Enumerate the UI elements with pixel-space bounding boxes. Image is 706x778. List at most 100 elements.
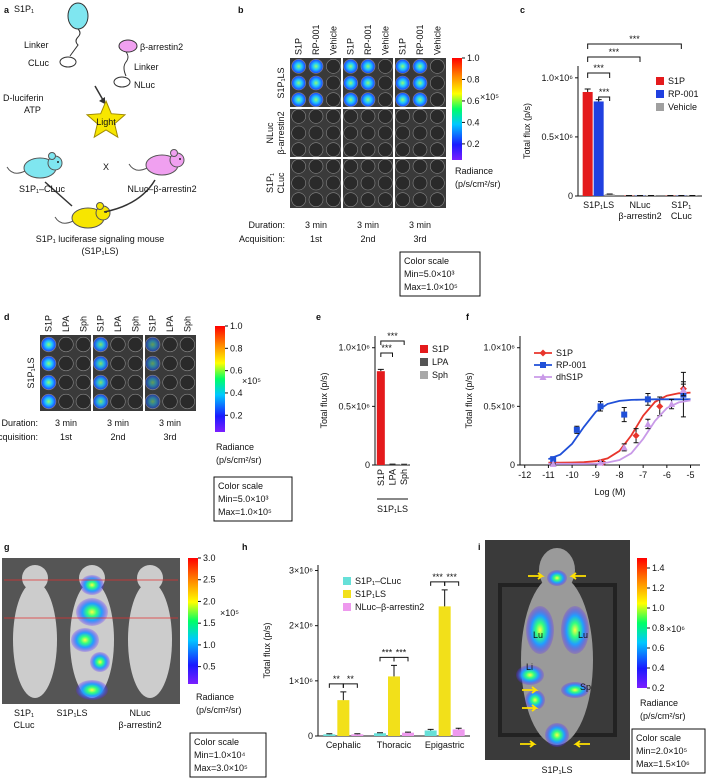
well	[360, 142, 376, 157]
legend-swatch	[420, 345, 428, 353]
organ-label: Lu	[578, 630, 588, 640]
diagram-label: S1P₁ luciferase signaling mouse	[36, 234, 165, 244]
well	[326, 92, 341, 107]
signal	[76, 598, 108, 626]
significance-bracket	[444, 581, 460, 586]
color-scale-text: Max=3.0×10⁵	[194, 763, 248, 773]
bar	[402, 732, 414, 736]
column-header: Sph	[182, 316, 192, 332]
well	[179, 355, 195, 372]
significance-bracket	[380, 340, 405, 345]
significance-bracket	[328, 683, 344, 688]
error-bar	[427, 728, 434, 731]
significance-bracket	[587, 72, 611, 78]
well	[308, 75, 324, 91]
bar	[452, 729, 465, 736]
cluc	[59, 56, 77, 68]
well	[378, 59, 393, 74]
colorbar-tick-label: 1.2	[652, 583, 665, 593]
colorbar-tick-label: 2.0	[203, 596, 216, 606]
well	[430, 59, 445, 74]
row-label: NLuc	[265, 122, 275, 144]
well	[308, 142, 324, 157]
well	[412, 92, 428, 107]
error-bar	[441, 589, 448, 607]
signal	[547, 570, 567, 586]
x-tick-label: S1P₁	[671, 200, 691, 210]
duration: 3 min	[409, 220, 431, 230]
well	[430, 75, 445, 91]
well	[412, 175, 428, 191]
x-tick-label: -6	[663, 470, 671, 480]
colorbar	[452, 58, 462, 160]
well	[75, 393, 91, 410]
diagram-label: (S1P₁LS)	[81, 246, 118, 256]
mouse-label: NLuc	[129, 708, 151, 718]
color-scale-text: Max=1.5×10⁶	[636, 759, 690, 769]
well	[343, 109, 358, 124]
y-tick-label: 0	[308, 731, 313, 741]
colorbar-tick-label: 0.2	[230, 410, 243, 420]
diagram-label: S1P₁	[14, 4, 34, 14]
colorbar-tick-label: 0.6	[652, 643, 665, 653]
color-scale-text: Min=5.0×10³	[218, 494, 269, 504]
well	[360, 192, 376, 207]
signal	[545, 723, 569, 747]
colorbar	[215, 326, 225, 432]
row-caption: Duration:	[1, 418, 38, 428]
well	[145, 393, 161, 410]
well	[378, 159, 393, 174]
mouse-tail	[6, 166, 26, 174]
duration: 3 min	[357, 220, 379, 230]
significance: ***	[387, 331, 398, 341]
significance: **	[333, 674, 341, 684]
significance-bracket	[379, 656, 395, 662]
significance: ***	[609, 47, 620, 57]
organ-label: Li	[526, 662, 533, 672]
well	[343, 142, 358, 157]
signal	[561, 682, 589, 698]
column-header: RP-001	[363, 24, 373, 55]
colorbar-tick-label: 1.0	[230, 321, 243, 331]
bar	[337, 700, 350, 736]
fit-line	[548, 398, 691, 460]
column-header: Vehicle	[432, 26, 442, 55]
linker	[123, 51, 129, 77]
significance: ***	[599, 87, 610, 97]
mouse-tail	[128, 163, 148, 171]
marker	[621, 411, 628, 418]
column-header: S1P	[96, 315, 106, 332]
x-tick-label: CLuc	[671, 211, 693, 221]
well	[378, 109, 393, 124]
diagram-label: S1P₁–CLuc	[19, 184, 66, 194]
marker	[620, 443, 628, 451]
well	[360, 159, 376, 174]
row-caption: Acquisition:	[0, 432, 38, 442]
colorbar-tick-label: 0.6	[230, 366, 243, 376]
mouse-label: β-arrestin2	[118, 720, 161, 730]
significance-bracket	[430, 581, 446, 586]
acquisition: 3rd	[413, 234, 426, 244]
well	[179, 393, 195, 410]
colorbar-tick-label: 2.5	[203, 575, 216, 585]
significance: ***	[446, 572, 457, 582]
colorbar-multiplier: ×10⁵	[242, 376, 261, 386]
legend-swatch	[420, 371, 428, 379]
row-label: S1P₁LS	[26, 357, 36, 388]
color-scale-text: Min=5.0×10³	[404, 269, 455, 279]
colorbar-tick-label: 3.0	[203, 553, 216, 563]
mouse-ear	[170, 149, 178, 157]
mouse-label: S1P₁LS	[56, 708, 87, 718]
well	[430, 159, 445, 174]
error-bar	[377, 368, 384, 372]
y-tick-label: 1.0×10⁶	[339, 343, 371, 353]
diagram-label: NLuc–β-arrestin2	[127, 184, 196, 194]
mouse-eye	[57, 161, 59, 163]
x-tick-label: -11	[542, 470, 554, 480]
well	[291, 142, 306, 157]
x-tick-label: Sph	[399, 469, 409, 485]
column-header: S1P	[294, 38, 304, 55]
marker	[668, 400, 676, 408]
colorbar-label: (p/s/cm²/sr)	[640, 711, 686, 721]
color-scale-text: Color scale	[636, 733, 681, 743]
